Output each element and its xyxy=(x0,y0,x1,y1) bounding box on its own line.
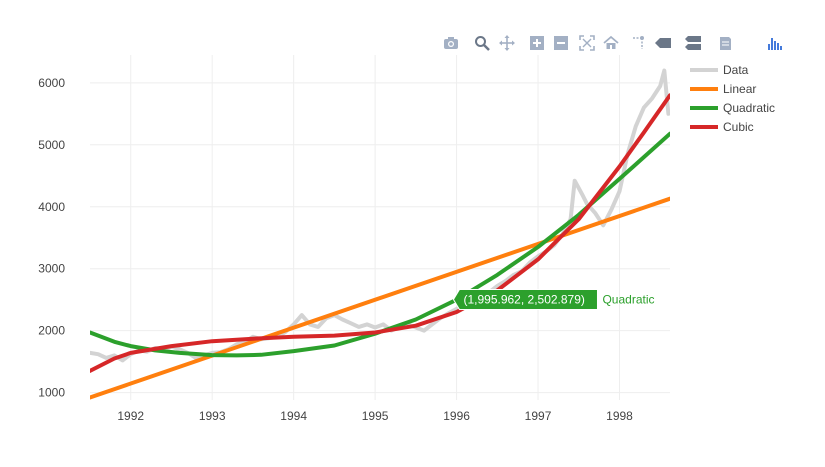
x-tick-label: 1998 xyxy=(606,409,633,423)
hover-compare-icon[interactable] xyxy=(684,34,702,52)
home-icon[interactable] xyxy=(602,34,620,52)
x-axis-ticks: 1992 1993 1994 1995 1996 1997 1998 xyxy=(117,409,633,423)
y-tick-label: 4000 xyxy=(38,200,65,214)
y-tick-label: 6000 xyxy=(38,76,65,90)
zoom-in-icon[interactable] xyxy=(528,34,546,52)
y-tick-label: 5000 xyxy=(38,138,65,152)
trace-layer xyxy=(90,68,670,400)
hover-tooltip: (1,995.962, 2,502.879) Quadratic xyxy=(452,288,655,310)
hover-value: (1,995.962, 2,502.879) xyxy=(463,292,584,306)
y-tick-label: 3000 xyxy=(38,262,65,276)
hover-box xyxy=(452,288,598,310)
y-axis-ticks: 1000 2000 3000 4000 5000 6000 xyxy=(38,76,65,400)
edit-icon[interactable] xyxy=(716,34,734,52)
legend-label: Quadratic xyxy=(723,101,775,115)
legend-item-cubic[interactable]: Cubic xyxy=(690,120,754,134)
autoscale-icon[interactable] xyxy=(578,34,596,52)
x-tick-label: 1997 xyxy=(525,409,552,423)
y-tick-label: 1000 xyxy=(38,386,65,400)
x-tick-label: 1996 xyxy=(443,409,470,423)
x-tick-label: 1992 xyxy=(117,409,144,423)
y-tick-label: 2000 xyxy=(38,324,65,338)
zoom-out-icon[interactable] xyxy=(552,34,570,52)
x-tick-label: 1993 xyxy=(199,409,226,423)
series-line-cubic xyxy=(90,93,670,373)
plotly-logo-icon[interactable] xyxy=(766,34,784,52)
legend-label: Cubic xyxy=(723,120,754,134)
pan-icon[interactable] xyxy=(498,34,516,52)
legend-item-data[interactable]: Data xyxy=(690,63,749,77)
legend: Data Linear Quadratic Cubic xyxy=(690,63,775,134)
series-line-linear xyxy=(90,196,670,400)
x-tick-label: 1994 xyxy=(280,409,307,423)
series-line-quadratic xyxy=(90,131,670,358)
hover-closest-icon[interactable] xyxy=(654,34,672,52)
spike-lines-icon[interactable] xyxy=(630,34,648,52)
legend-item-quadratic[interactable]: Quadratic xyxy=(690,101,775,115)
zoom-icon[interactable] xyxy=(473,34,491,52)
x-tick-label: 1995 xyxy=(362,409,389,423)
legend-label: Linear xyxy=(723,82,756,96)
legend-label: Data xyxy=(723,63,749,77)
legend-item-linear[interactable]: Linear xyxy=(690,82,756,96)
camera-icon[interactable] xyxy=(442,34,460,52)
hover-series-name: Quadratic xyxy=(602,292,654,306)
